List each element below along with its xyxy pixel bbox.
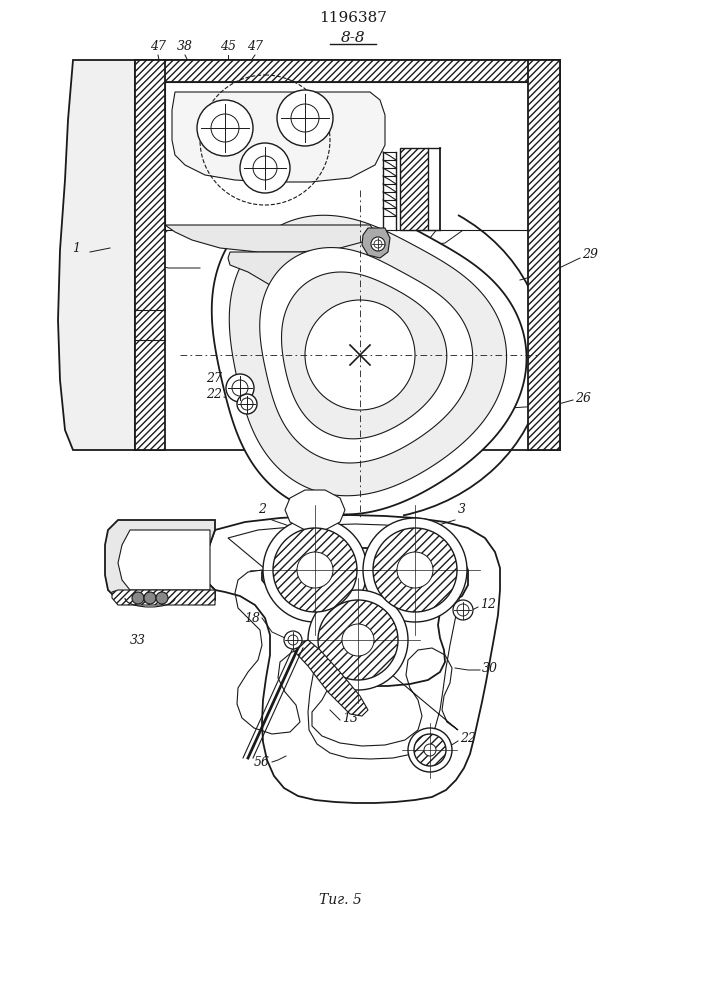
Circle shape [342, 624, 374, 656]
Circle shape [397, 552, 433, 588]
Text: 29: 29 [582, 248, 598, 261]
Polygon shape [400, 148, 428, 230]
Polygon shape [259, 248, 473, 463]
Text: 3: 3 [458, 503, 466, 516]
Circle shape [237, 394, 257, 414]
Circle shape [144, 592, 156, 604]
Text: 2: 2 [258, 503, 266, 516]
Circle shape [371, 237, 385, 251]
Text: 13: 13 [342, 712, 358, 724]
Text: 30: 30 [482, 662, 498, 674]
Text: 22: 22 [206, 388, 222, 401]
Polygon shape [135, 60, 560, 82]
Text: 25: 25 [468, 220, 484, 232]
Polygon shape [165, 82, 528, 230]
Polygon shape [205, 515, 500, 803]
Text: 44: 44 [275, 228, 291, 241]
Text: 38: 38 [177, 40, 193, 53]
Circle shape [305, 300, 415, 410]
Text: 44: 44 [187, 228, 203, 241]
Circle shape [263, 518, 367, 622]
Text: 43: 43 [136, 256, 152, 269]
Circle shape [453, 600, 473, 620]
Polygon shape [105, 520, 215, 600]
Circle shape [156, 592, 168, 604]
Circle shape [197, 100, 253, 156]
Polygon shape [528, 60, 560, 450]
Polygon shape [135, 60, 560, 450]
Circle shape [363, 518, 467, 622]
Circle shape [373, 528, 457, 612]
Circle shape [284, 631, 302, 649]
Polygon shape [112, 590, 215, 605]
Circle shape [132, 592, 144, 604]
Text: 1: 1 [72, 241, 80, 254]
Text: 41: 41 [377, 182, 393, 194]
Polygon shape [281, 272, 447, 439]
Text: 46: 46 [136, 241, 152, 254]
Polygon shape [135, 60, 165, 450]
Circle shape [308, 590, 408, 690]
Text: Τиг. 4: Τиг. 4 [319, 468, 361, 482]
Text: 47: 47 [150, 40, 166, 53]
Text: 39: 39 [450, 184, 466, 196]
Circle shape [277, 90, 333, 146]
Circle shape [273, 528, 357, 612]
Text: 12: 12 [480, 598, 496, 611]
Circle shape [297, 552, 333, 588]
Text: 22: 22 [460, 732, 476, 744]
Polygon shape [285, 490, 345, 530]
Circle shape [226, 374, 254, 402]
Circle shape [408, 728, 452, 772]
Text: 26: 26 [575, 391, 591, 404]
Polygon shape [228, 252, 340, 312]
Circle shape [424, 744, 436, 756]
Polygon shape [212, 196, 527, 514]
Text: 45: 45 [220, 40, 236, 53]
Polygon shape [292, 640, 368, 716]
Polygon shape [172, 92, 385, 182]
Text: 8-8: 8-8 [341, 31, 366, 45]
Text: 46: 46 [330, 96, 346, 108]
Circle shape [240, 143, 290, 193]
Polygon shape [58, 60, 135, 450]
Text: 23: 23 [452, 204, 468, 217]
Text: 47: 47 [247, 40, 263, 53]
Polygon shape [229, 215, 507, 496]
Text: Τиг. 5: Τиг. 5 [319, 893, 361, 907]
Text: 56: 56 [254, 756, 270, 768]
Polygon shape [165, 225, 375, 252]
Text: 1196387: 1196387 [319, 11, 387, 25]
Text: 33: 33 [130, 634, 146, 647]
Polygon shape [118, 530, 210, 590]
Text: 27: 27 [206, 371, 222, 384]
Text: 40: 40 [440, 163, 456, 176]
Circle shape [414, 734, 446, 766]
Polygon shape [362, 228, 390, 258]
Circle shape [318, 600, 398, 680]
Text: 18: 18 [244, 611, 260, 624]
